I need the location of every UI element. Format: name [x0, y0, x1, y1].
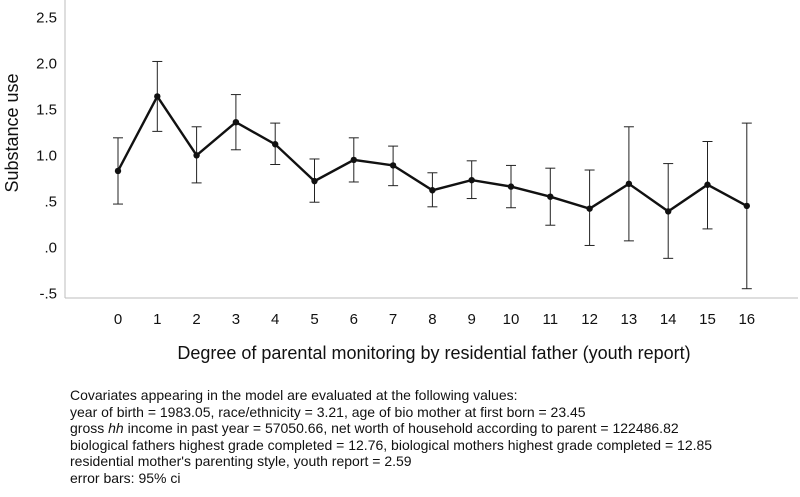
- data-point: [350, 156, 357, 164]
- data-point: [389, 162, 397, 169]
- data-point: [743, 202, 750, 210]
- note-line: Covariates appearing in the model are ev…: [70, 387, 518, 403]
- data-point: [311, 177, 318, 185]
- data-point: [704, 181, 711, 188]
- data-point: [586, 205, 593, 212]
- data-point: [193, 152, 200, 159]
- data-point: [114, 167, 122, 175]
- x-tick-label: 5: [310, 311, 318, 328]
- x-tick-label: 9: [468, 311, 476, 328]
- x-tick-label: 15: [699, 311, 716, 328]
- y-tick-labels: 2.5 2.0 1.5 1.0 .5 .0 -.5: [36, 9, 57, 302]
- y-tick-label: -.5: [39, 285, 57, 302]
- x-tick-label: 7: [389, 311, 397, 328]
- x-tick-label: 4: [271, 311, 279, 328]
- x-tick-label: 14: [660, 311, 677, 328]
- x-tick-label: 10: [503, 311, 520, 328]
- note-line: error bars: 95% ci: [70, 469, 181, 486]
- note-text-emphasis: hh: [108, 420, 124, 436]
- data-point: [272, 141, 279, 148]
- note-line: biological fathers highest grade complet…: [70, 436, 713, 453]
- x-tick-label: 2: [192, 311, 200, 328]
- y-tick-label: 1.0: [36, 147, 57, 164]
- y-tick-label: .5: [44, 193, 57, 210]
- y-tick-label: .0: [44, 239, 57, 256]
- x-tick-label: 1: [153, 311, 161, 328]
- x-tick-label: 0: [114, 311, 122, 328]
- data-point: [429, 187, 436, 194]
- note-line: year of birth = 1983.05, race/ethnicity …: [70, 403, 586, 420]
- data-point: [507, 183, 515, 190]
- data-point: [468, 176, 475, 184]
- covariate-notes: Covariates appearing in the model are ev…: [70, 387, 795, 486]
- data-point: [665, 208, 672, 215]
- x-tick-label: 3: [232, 311, 240, 328]
- note-text: gross: [70, 420, 109, 436]
- note-text: income in past year = 57050.66, net wort…: [123, 420, 679, 436]
- line-chart: 2.52.01.51.0.5.0-.5 0 1 2 3 4 5 6 7 8 9 10 11 12 13 14…: [2, 0, 798, 363]
- data-points: [114, 93, 750, 215]
- y-tick-label: 2.0: [36, 55, 57, 72]
- data-point: [154, 93, 161, 100]
- data-point: [625, 180, 633, 188]
- x-tick-label: 12: [581, 311, 598, 328]
- plot-frame: [64, 0, 798, 299]
- note-line: residential mother's parenting style, yo…: [70, 453, 412, 469]
- x-tick-label: 13: [621, 311, 638, 328]
- x-tick-label: 8: [428, 311, 436, 328]
- x-tick-label: 11: [543, 311, 559, 328]
- x-axis-title: Degree of parental monitoring by residen…: [177, 343, 690, 363]
- data-point: [232, 118, 240, 126]
- data-point: [547, 193, 554, 200]
- y-tick-label: 2.5: [36, 9, 57, 26]
- y-axis-title: Substance use: [2, 73, 22, 192]
- x-tick-label: 16: [738, 311, 755, 328]
- y-tick-label: 1.5: [36, 101, 57, 118]
- x-tick-labels: 0 1 2 3 4 5 6 7 8 9 10 11 12 13 14 15 16: [114, 311, 755, 328]
- note-line-income: gross hh income in past year = 57050.66,…: [70, 420, 795, 437]
- x-tick-label: 6: [350, 311, 358, 328]
- error-bars: [113, 60, 752, 290]
